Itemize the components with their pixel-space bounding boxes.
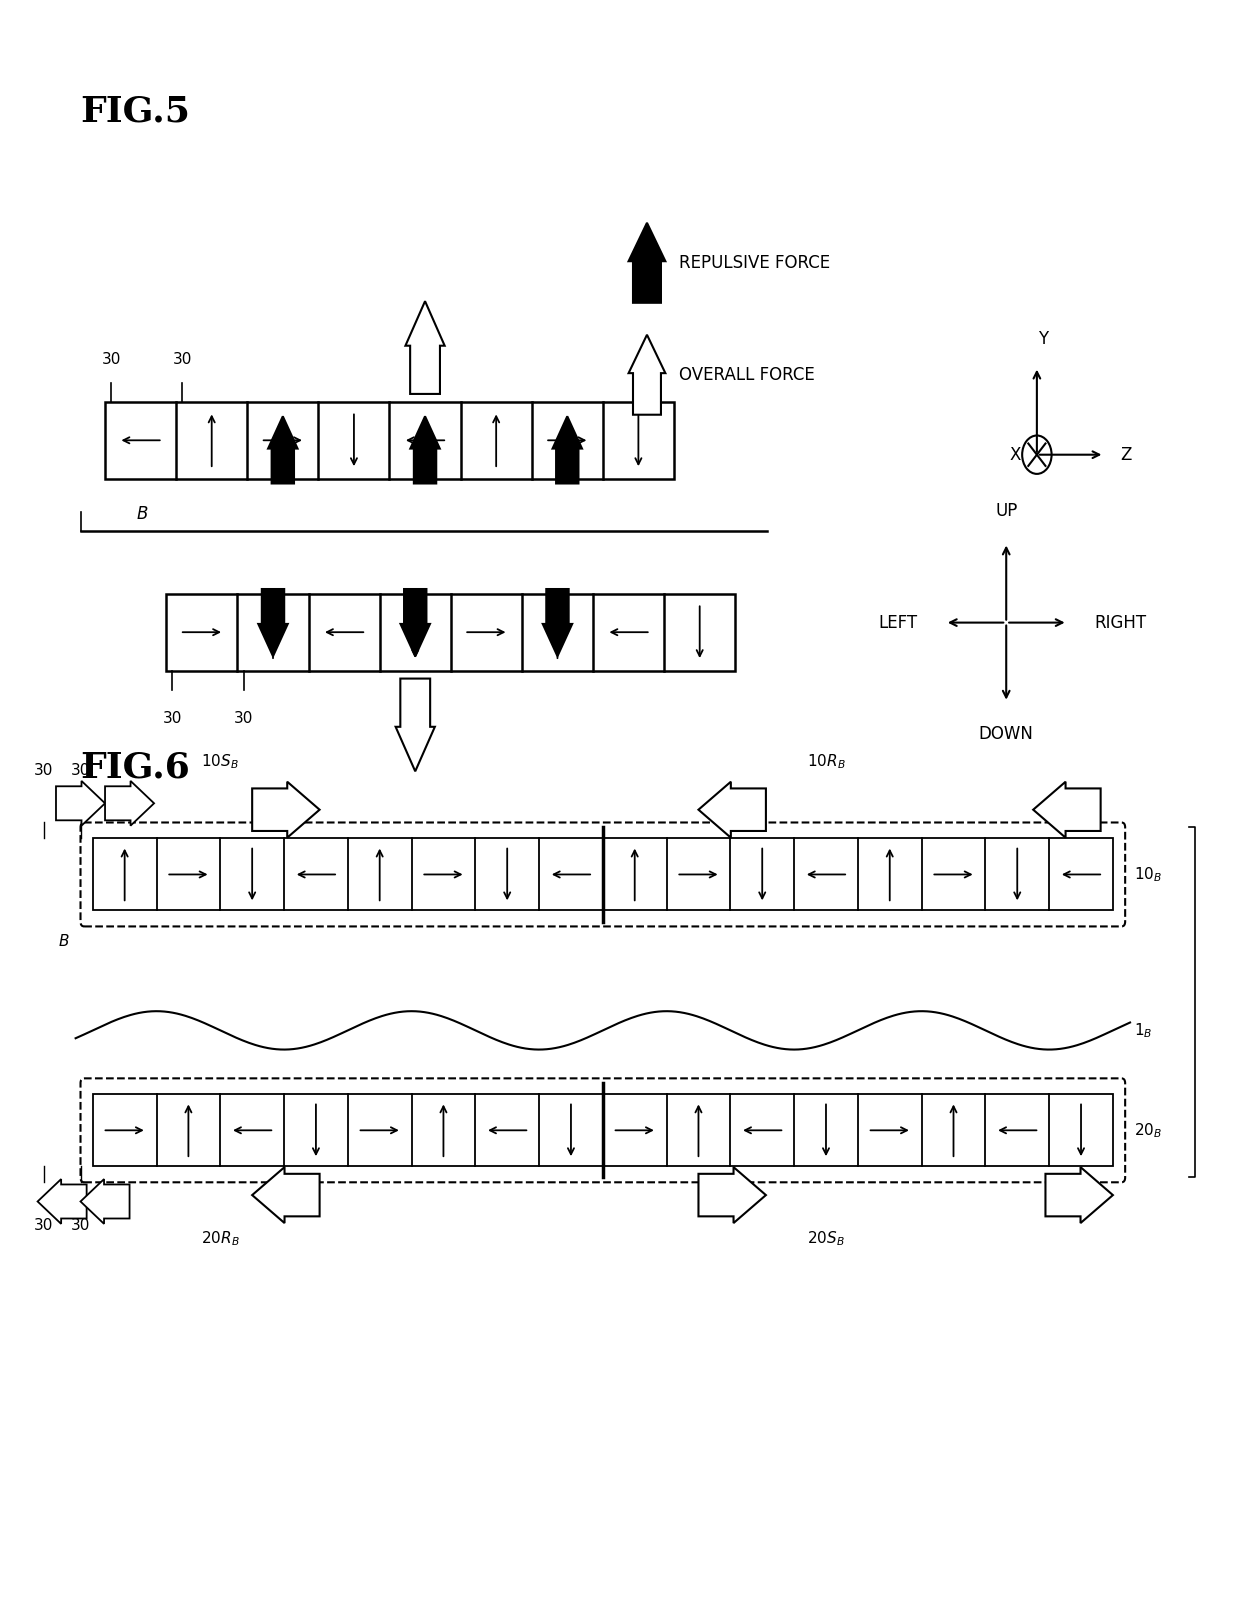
Text: X: X [1009, 445, 1021, 463]
Polygon shape [81, 1179, 129, 1224]
Polygon shape [401, 589, 430, 656]
Text: 30: 30 [162, 711, 182, 726]
Polygon shape [1045, 1168, 1112, 1223]
Polygon shape [252, 1168, 320, 1223]
Polygon shape [396, 679, 435, 771]
Polygon shape [258, 589, 288, 656]
Text: $10R_B$: $10R_B$ [807, 753, 846, 771]
Bar [105, 402, 675, 479]
Text: FIG.6: FIG.6 [81, 750, 191, 784]
Polygon shape [252, 782, 320, 837]
Bar [93, 839, 1112, 910]
Polygon shape [37, 1179, 87, 1224]
Polygon shape [698, 1168, 766, 1223]
Text: Z: Z [1121, 445, 1132, 463]
Text: $10S_B$: $10S_B$ [201, 753, 239, 771]
Text: $20R_B$: $20R_B$ [201, 1229, 239, 1248]
Polygon shape [629, 223, 666, 303]
Text: $20_B$: $20_B$ [1133, 1121, 1162, 1140]
Bar [93, 1094, 1112, 1166]
Text: LEFT: LEFT [879, 613, 918, 632]
Text: 30: 30 [234, 711, 253, 726]
Text: RIGHT: RIGHT [1095, 613, 1147, 632]
Text: 30: 30 [33, 763, 53, 777]
Text: 30: 30 [172, 352, 192, 366]
Text: B: B [60, 934, 69, 950]
Text: DOWN: DOWN [978, 724, 1034, 744]
Text: 30: 30 [71, 1218, 91, 1234]
Text: UP: UP [994, 502, 1017, 521]
Polygon shape [698, 782, 766, 837]
Text: OVERALL FORCE: OVERALL FORCE [678, 366, 815, 384]
Text: Y: Y [1038, 329, 1048, 347]
Polygon shape [410, 416, 440, 484]
Text: $10_B$: $10_B$ [1133, 865, 1162, 884]
Polygon shape [1033, 782, 1101, 837]
Text: FIG.5: FIG.5 [81, 95, 191, 129]
Text: 30: 30 [102, 352, 120, 366]
Polygon shape [105, 781, 154, 826]
Text: $1_B$: $1_B$ [1133, 1021, 1152, 1040]
Text: REPULSIVE FORCE: REPULSIVE FORCE [678, 253, 830, 273]
Text: B: B [136, 505, 148, 524]
Text: 30: 30 [33, 1218, 53, 1234]
Polygon shape [629, 336, 666, 415]
Text: 30: 30 [71, 763, 91, 777]
Polygon shape [553, 416, 582, 484]
Polygon shape [56, 781, 105, 826]
Bar [166, 594, 735, 671]
Polygon shape [405, 302, 445, 394]
Text: $20S_B$: $20S_B$ [807, 1229, 844, 1248]
Polygon shape [268, 416, 298, 484]
Polygon shape [543, 589, 572, 656]
